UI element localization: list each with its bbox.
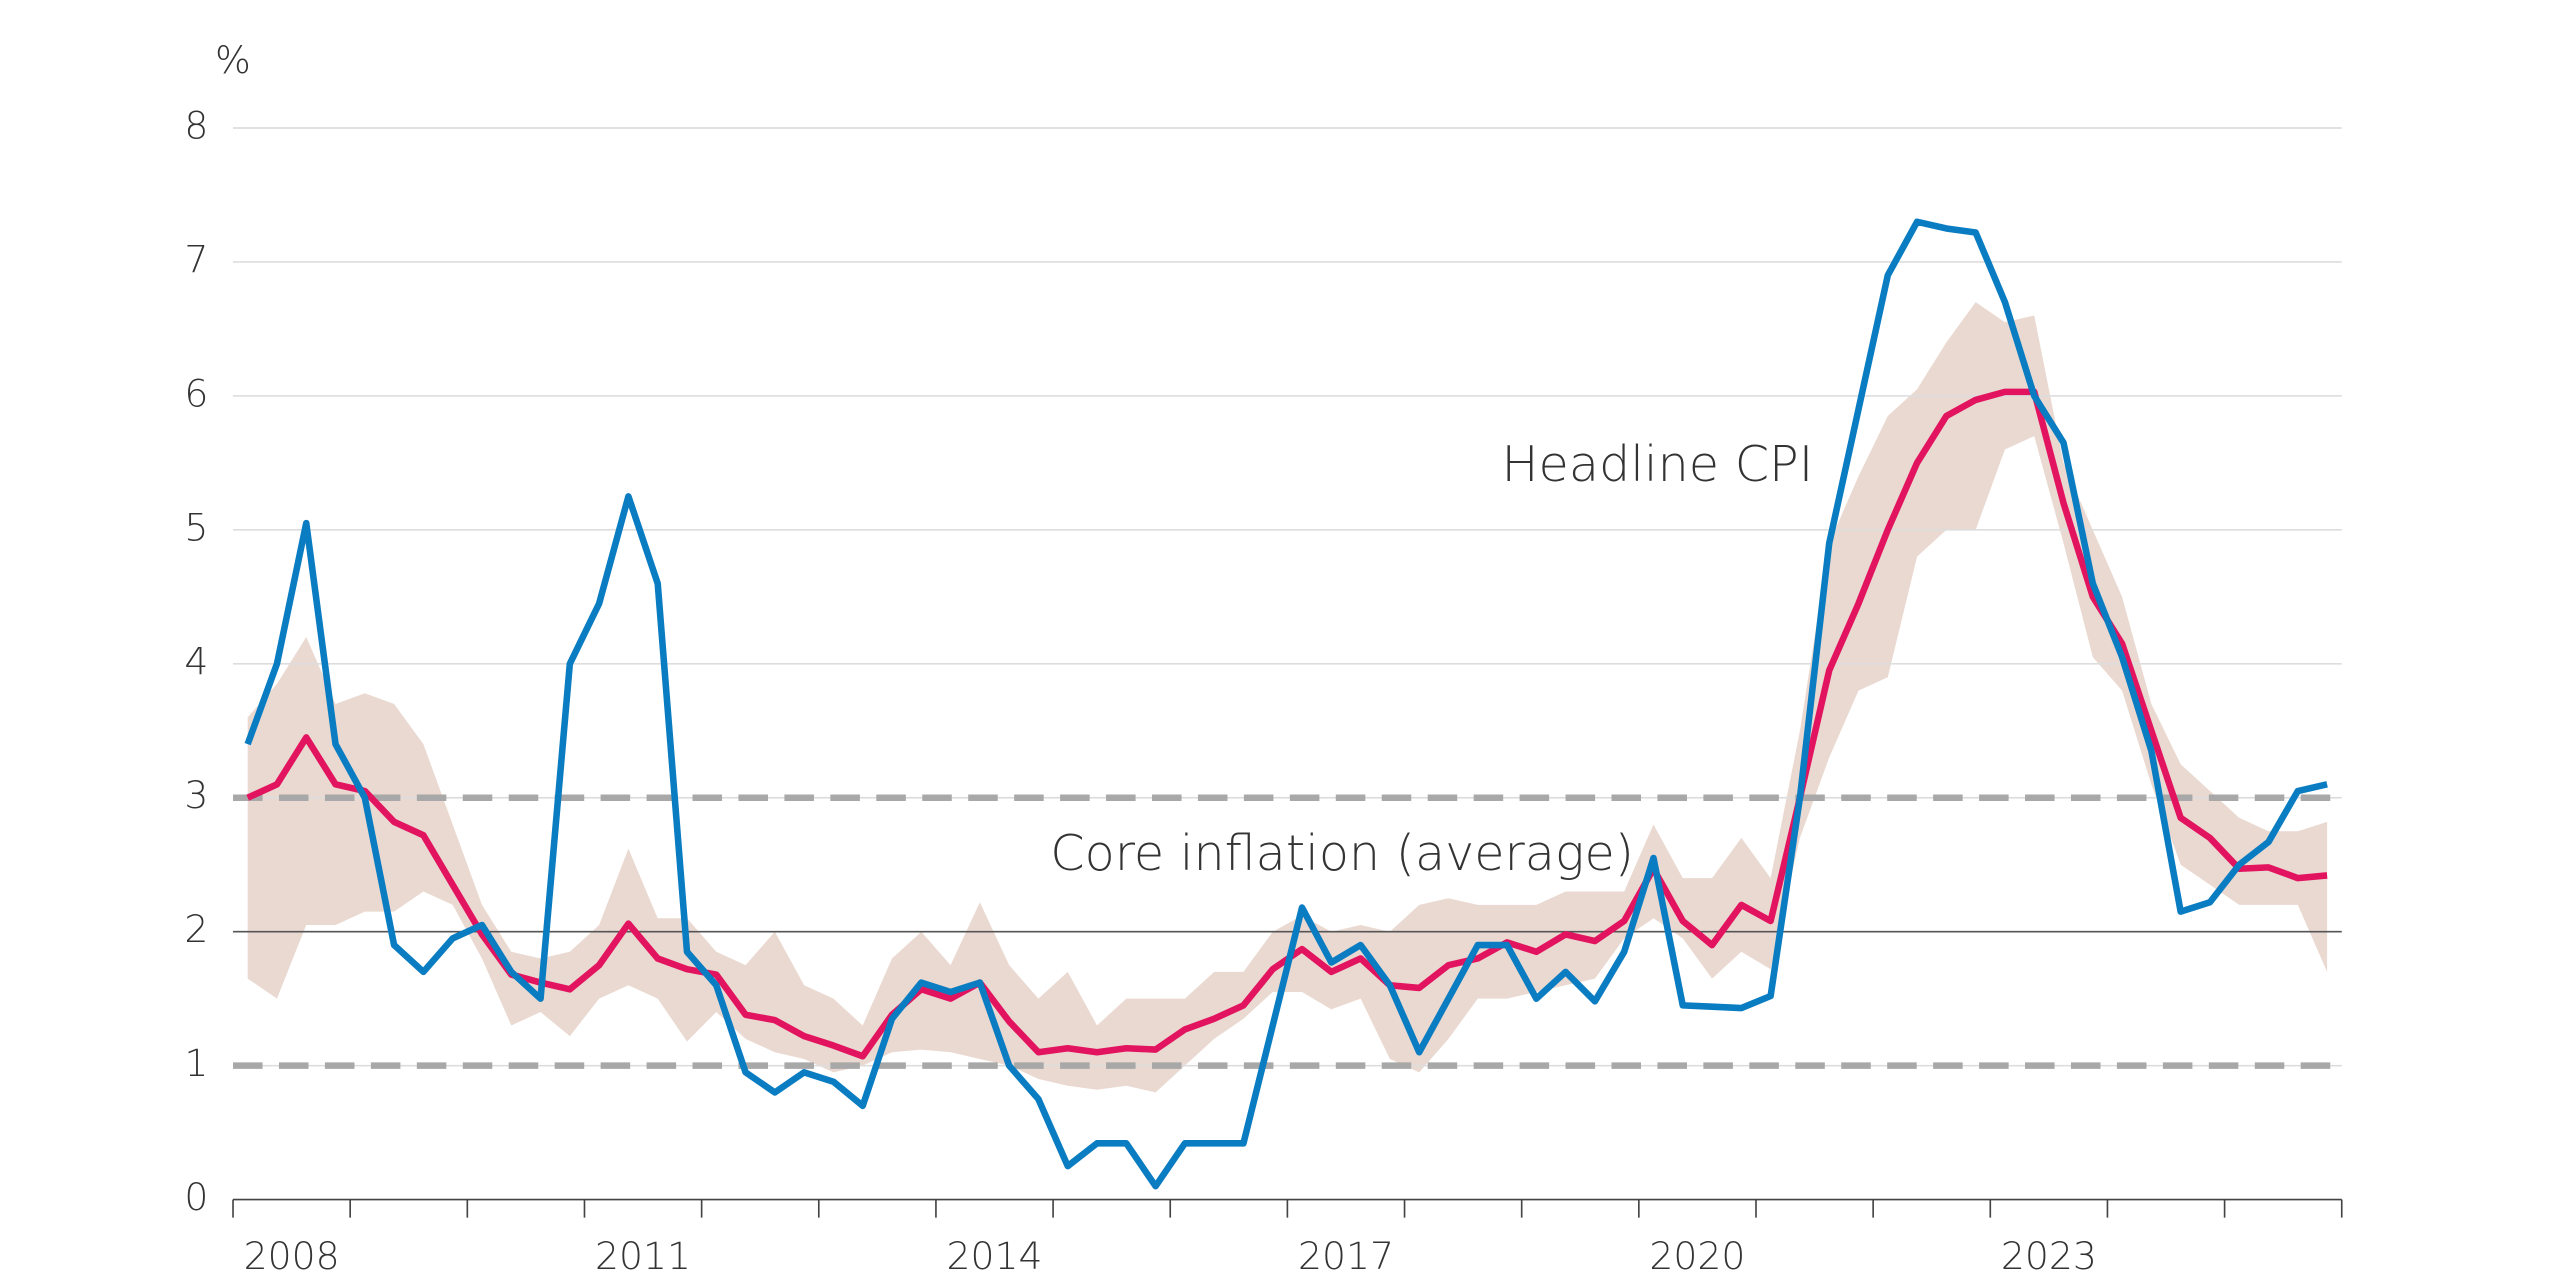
y-unit: % xyxy=(215,38,251,82)
x-tick-label: 2023 xyxy=(2001,1234,2097,1278)
y-tick-label: 0 xyxy=(184,1175,208,1219)
y-tick-label: 1 xyxy=(184,1041,208,1085)
y-tick-label: 7 xyxy=(184,237,208,281)
series-label: Core inflation (average) xyxy=(1050,824,1634,882)
x-tick-label: 2011 xyxy=(595,1234,691,1278)
y-tick-label: 3 xyxy=(184,773,208,817)
y-tick-label: 2 xyxy=(184,907,208,951)
y-tick-label: 4 xyxy=(184,639,208,683)
y-tick-label: 8 xyxy=(184,104,208,148)
y-tick-label: 6 xyxy=(184,371,208,415)
range-band xyxy=(247,302,2328,1093)
series-label: Headline CPI xyxy=(1502,435,1814,493)
y-tick-label: 5 xyxy=(184,505,208,549)
x-tick-label: 2014 xyxy=(946,1234,1042,1278)
x-tick-label: 2020 xyxy=(1649,1234,1745,1278)
series-line xyxy=(244,218,2328,1190)
x-tick-label: 2008 xyxy=(244,1234,340,1278)
x-tick-label: 2017 xyxy=(1298,1234,1394,1278)
